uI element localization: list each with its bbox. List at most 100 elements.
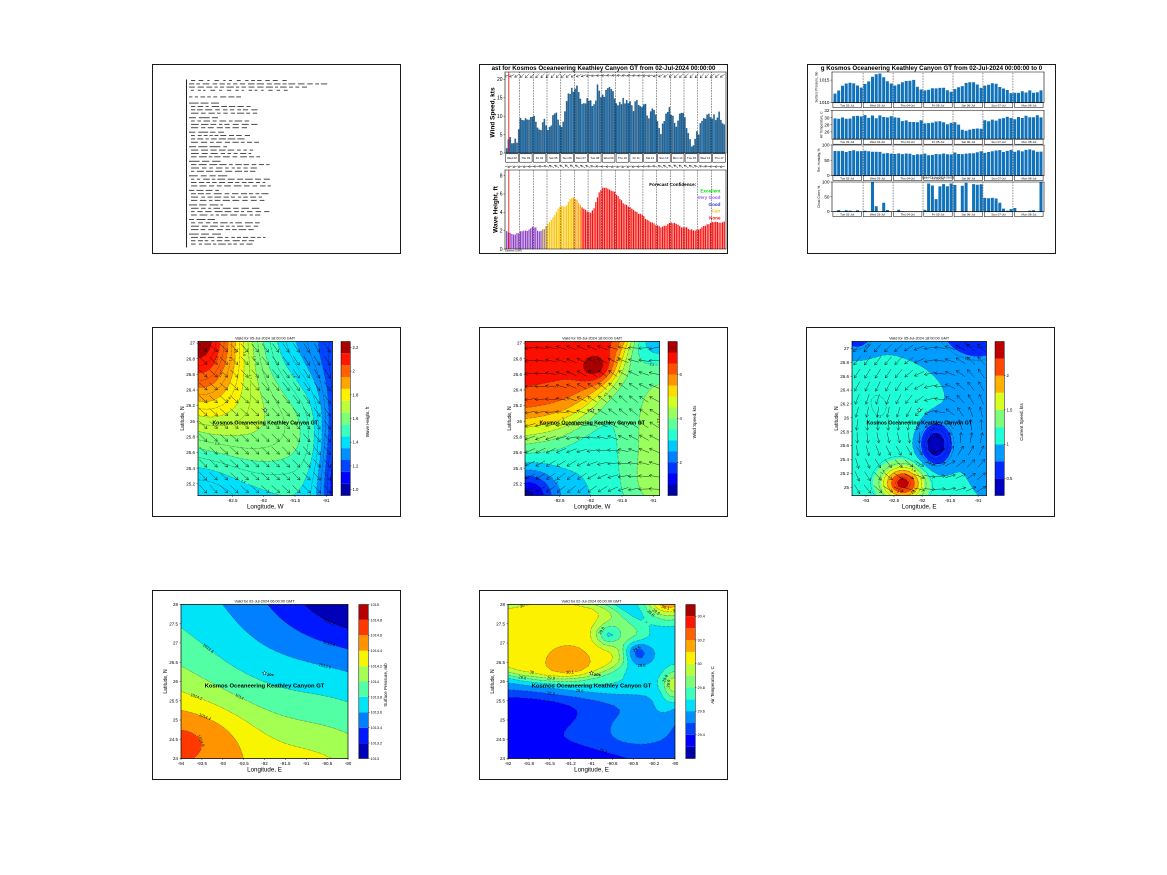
svg-text:0.6: 0.6 [964, 342, 970, 348]
svg-text:Tue 08: Tue 08 [590, 156, 599, 160]
svg-text:1013.4: 1013.4 [322, 639, 336, 648]
svg-text:-92.5: -92.5 [889, 498, 900, 503]
svg-text:Wed 02: Wed 02 [507, 156, 517, 160]
svg-text:0: 0 [500, 247, 503, 253]
svg-text:25.2: 25.2 [840, 471, 849, 476]
svg-text:1.8: 1.8 [226, 396, 232, 402]
svg-text:1.4: 1.4 [240, 479, 246, 485]
svg-text:0.8: 0.8 [864, 343, 870, 349]
svg-text:Mon 08-Jul: Mon 08-Jul [1021, 140, 1036, 144]
svg-text:Fri 05-Jul: Fri 05-Jul [932, 140, 945, 144]
svg-text:Kosmos Oceaneering Keathley Ca: Kosmos Oceaneering Keathley Canyon GT [532, 684, 652, 690]
svg-text:-91.5: -91.5 [945, 498, 956, 503]
svg-text:29.8: 29.8 [597, 625, 606, 635]
svg-text:Fair: Fair [712, 209, 721, 214]
svg-text:1.2: 1.2 [353, 463, 359, 468]
svg-text:Thu 04-Jul: Thu 04-Jul [901, 212, 916, 216]
svg-text:29.9: 29.9 [547, 675, 556, 681]
svg-text:26: 26 [173, 679, 179, 684]
svg-text:30: 30 [824, 115, 830, 120]
svg-text:24.5: 24.5 [169, 737, 178, 742]
svg-text:25.2: 25.2 [186, 481, 195, 486]
svg-text:Excellent: Excellent [700, 189, 721, 194]
svg-text:1.6: 1.6 [353, 416, 359, 421]
svg-text:4.5: 4.5 [603, 391, 609, 397]
svg-text:Valid 02-Jul-2024 00:00: Valid 02-Jul-2024 00:00 [922, 176, 954, 180]
svg-text:-92: -92 [505, 761, 512, 766]
svg-text:100: 100 [822, 143, 830, 148]
svg-text:1.7: 1.7 [248, 374, 252, 379]
svg-text:Forecast Confidence:: Forecast Confidence: [649, 182, 696, 187]
svg-text:28: 28 [173, 602, 179, 607]
svg-text:26.6: 26.6 [840, 374, 849, 379]
svg-text:3: 3 [524, 461, 526, 465]
svg-text:3.5: 3.5 [649, 362, 654, 367]
svg-text:30: 30 [698, 662, 702, 666]
svg-text:Kosmos Oceaneering Keathley Ca: Kosmos Oceaneering Keathley Canyon GT [212, 421, 318, 427]
svg-text:Sun 07-Jul: Sun 07-Jul [991, 176, 1006, 180]
svg-text:1010: 1010 [819, 100, 830, 105]
svg-text:Fri 04: Fri 04 [536, 156, 544, 160]
svg-text:5.5: 5.5 [616, 356, 621, 362]
svg-text:g Kosmos Oceaneering Keathley: g Kosmos Oceaneering Keathley Canyon GT … [821, 65, 1043, 72]
svg-text:-91.5: -91.5 [290, 498, 301, 503]
svg-text:32: 32 [824, 108, 830, 113]
svg-text:Wave Height, ft: Wave Height, ft [365, 406, 370, 437]
svg-text:1013.4: 1013.4 [371, 726, 383, 730]
svg-text:26: 26 [844, 415, 850, 420]
svg-text:1014: 1014 [234, 692, 245, 701]
svg-text:26: 26 [824, 130, 830, 135]
svg-text:1014.4: 1014.4 [198, 712, 212, 722]
svg-text:25.8: 25.8 [186, 435, 195, 440]
svg-text:24.5: 24.5 [496, 737, 505, 742]
svg-text:1013: 1013 [371, 757, 379, 761]
svg-text:20: 20 [497, 77, 503, 83]
svg-text:Mon 14: Mon 14 [673, 156, 683, 160]
svg-text:15: 15 [497, 96, 503, 102]
svg-text:26.5: 26.5 [169, 660, 178, 665]
svg-text:Sun 07-Jul: Sun 07-Jul [991, 140, 1006, 144]
svg-text:27: 27 [190, 341, 196, 346]
svg-text:Cloud Cover, %: Cloud Cover, % [817, 186, 821, 208]
svg-text:25: 25 [844, 485, 850, 490]
svg-text:Sun 06: Sun 06 [563, 156, 573, 160]
svg-text:1013.2: 1013.2 [322, 617, 336, 627]
svg-text:0.8: 0.8 [965, 356, 971, 361]
svg-text:None: None [709, 215, 721, 220]
svg-text:Tue 02-Jul: Tue 02-Jul [840, 176, 854, 180]
svg-text:1014.2: 1014.2 [371, 665, 383, 669]
svg-text:2.5: 2.5 [553, 479, 559, 485]
svg-text:50: 50 [824, 194, 830, 199]
svg-text:1013.6: 1013.6 [371, 711, 383, 715]
svg-text:Very Good: Very Good [698, 195, 721, 200]
svg-text:Sat 06-Jul: Sat 06-Jul [962, 140, 976, 144]
svg-text:1: 1 [1007, 442, 1010, 447]
svg-text:27: 27 [500, 641, 506, 646]
svg-text:1.9: 1.9 [228, 356, 233, 361]
svg-text:3.5: 3.5 [616, 449, 620, 454]
svg-text:25.6: 25.6 [513, 450, 522, 455]
svg-text:27: 27 [517, 341, 523, 346]
svg-text:1.0: 1.0 [353, 487, 359, 492]
svg-text:29.5: 29.5 [632, 644, 642, 653]
svg-text:Good: Good [709, 202, 721, 207]
svg-text:4.5: 4.5 [656, 418, 660, 423]
svg-text:Longitude, E: Longitude, E [247, 767, 282, 774]
svg-text:-90.5: -90.5 [628, 761, 639, 766]
svg-text:1.9: 1.9 [233, 349, 237, 354]
svg-text:Latitude, N: Latitude, N [507, 406, 513, 431]
svg-text:30.1: 30.1 [566, 669, 575, 675]
svg-text:26.8: 26.8 [513, 356, 522, 361]
svg-text:-92.5: -92.5 [554, 498, 565, 503]
svg-text:25.2: 25.2 [513, 481, 522, 486]
svg-text:Sat 06-Jul: Sat 06-Jul [962, 176, 976, 180]
svg-text:2: 2 [897, 490, 900, 494]
svg-text:Sat 12: Sat 12 [646, 156, 655, 160]
svg-text:Longitude, W: Longitude, W [574, 504, 611, 511]
svg-text:29.5: 29.5 [547, 690, 556, 696]
svg-text:25.6: 25.6 [840, 443, 849, 448]
svg-text:-91.5: -91.5 [545, 761, 556, 766]
svg-text:26.4: 26.4 [186, 388, 195, 393]
svg-text:29.8: 29.8 [518, 674, 527, 680]
svg-text:-90: -90 [345, 761, 352, 766]
